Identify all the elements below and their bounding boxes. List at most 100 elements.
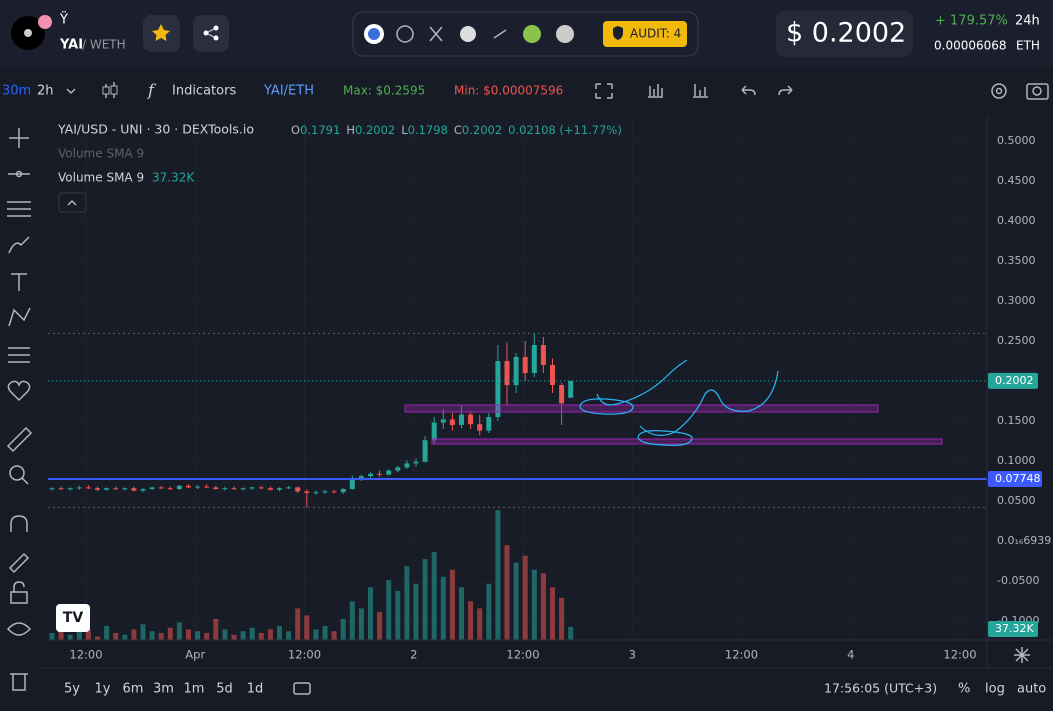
text-tool[interactable]: [11, 273, 27, 291]
horizontal-line-label: 0.07748: [995, 472, 1041, 485]
candle-body: [513, 357, 519, 385]
auto-toggle[interactable]: auto: [1017, 682, 1046, 697]
ohlc-change: 0.02108 (+11.77%): [508, 123, 622, 137]
percent-toggle[interactable]: %: [958, 682, 970, 697]
interval[interactable]: 30m: [2, 84, 31, 99]
link-x[interactable]: [429, 26, 443, 42]
lock-draw-tool[interactable]: [8, 552, 30, 574]
brush-tool[interactable]: [8, 236, 30, 254]
candle-body: [222, 488, 228, 490]
axis-settings[interactable]: [1014, 647, 1030, 663]
candle-body: [550, 365, 555, 385]
favorites-tool[interactable]: [7, 380, 31, 402]
candle-body: [167, 488, 173, 490]
share-button[interactable]: [193, 15, 229, 52]
camera-icon[interactable]: [1026, 83, 1049, 100]
volume-bar: [459, 587, 464, 640]
range-button[interactable]: 3m: [153, 682, 174, 697]
volume-bar: [113, 632, 119, 640]
link-website[interactable]: [396, 25, 414, 43]
candle-body: [267, 488, 273, 490]
candle-body: [131, 488, 137, 491]
forecast-tool[interactable]: [8, 347, 30, 363]
link-chain[interactable]: [493, 29, 507, 39]
ohlc-value: 0.1791: [300, 123, 340, 137]
drawing-circle: [637, 430, 693, 446]
volume-bar: [358, 608, 364, 640]
settings-icon[interactable]: [991, 83, 1007, 99]
candle-body: [95, 488, 100, 490]
tradingview-logo[interactable]: [56, 604, 90, 632]
volume-bar: [122, 634, 128, 640]
range-button[interactable]: 5y: [64, 682, 80, 697]
volume-bar: [140, 624, 146, 640]
range-button[interactable]: 6m: [123, 682, 144, 697]
candle-body: [422, 440, 428, 462]
volume-bar: [422, 559, 428, 640]
candle-body: [459, 414, 464, 425]
x-tick-label: 12:00: [725, 648, 758, 662]
collapse-chevron: [67, 199, 77, 206]
lock-tool[interactable]: [10, 591, 28, 604]
range-button[interactable]: 1d: [247, 682, 264, 697]
visibility-tool[interactable]: [6, 622, 32, 636]
candle-body: [286, 487, 292, 489]
range-button[interactable]: 1y: [95, 682, 111, 697]
range-buttons: 5y 1y 6m 3m 1m 5d 1d: [64, 682, 263, 697]
volume-bar: [486, 583, 492, 640]
link-dextools-inner: [368, 28, 380, 40]
range-button[interactable]: 1m: [184, 682, 205, 697]
price-box: [776, 11, 913, 57]
date-range-icon[interactable]: [293, 682, 311, 695]
fullscreen-icon[interactable]: [595, 83, 613, 99]
redo-icon: [778, 85, 793, 96]
x-tick-label: 12:00: [69, 648, 102, 662]
volume-bar: [504, 545, 510, 640]
volume-bar: [477, 608, 483, 640]
toolbar: [0, 68, 1053, 116]
volume-bar: [568, 626, 574, 640]
link-more[interactable]: [556, 25, 574, 43]
audit-badge[interactable]: [603, 21, 687, 47]
range[interactable]: 2h: [37, 84, 54, 99]
candle-body: [413, 461, 419, 464]
range-button[interactable]: 5d: [216, 682, 233, 697]
pattern-tool[interactable]: [8, 307, 31, 327]
link-telegram[interactable]: [460, 26, 476, 42]
candle-body: [295, 487, 301, 492]
magnet-tool[interactable]: [10, 515, 28, 532]
volume-bar: [377, 611, 383, 640]
legend-hidden-indicator: Volume SMA 9: [58, 147, 144, 161]
volume-bar: [258, 632, 264, 640]
candle-body: [531, 345, 537, 373]
legend-indicator-value: 37.32K: [152, 171, 195, 185]
crosshair-tool[interactable]: [9, 128, 29, 148]
ruler-tool[interactable]: [6, 426, 33, 453]
volume-tag-label: 37.32K: [995, 622, 1034, 635]
pair[interactable]: YAI/ETH: [263, 84, 314, 99]
volume-bar: [240, 631, 246, 640]
undo-icon[interactable]: [741, 85, 756, 96]
volume-icon[interactable]: [648, 84, 663, 98]
volume-bar: [76, 631, 82, 640]
volume-bar: [49, 632, 55, 640]
candle-body: [331, 491, 337, 493]
fib-tool[interactable]: [7, 201, 31, 217]
ohlc-key: L: [401, 123, 408, 137]
log-toggle[interactable]: log: [985, 682, 1005, 697]
candle-body: [495, 361, 501, 417]
volume-bar: [58, 627, 64, 640]
candle-body: [504, 361, 510, 385]
bars-icon[interactable]: [693, 84, 708, 98]
zoom-tool[interactable]: [9, 465, 25, 481]
y-tick-label: 0.3000: [997, 294, 1036, 307]
candle-body: [85, 487, 91, 489]
legend-indicator: Volume SMA 9: [58, 171, 144, 185]
candle-body: [76, 487, 82, 489]
candle-body: [149, 487, 155, 489]
trash-tool[interactable]: [10, 673, 28, 691]
ohlc-key: O: [291, 123, 300, 137]
volume-bar: [267, 629, 273, 640]
indicators[interactable]: Indicators: [172, 84, 236, 99]
link-coingecko[interactable]: [523, 25, 541, 43]
